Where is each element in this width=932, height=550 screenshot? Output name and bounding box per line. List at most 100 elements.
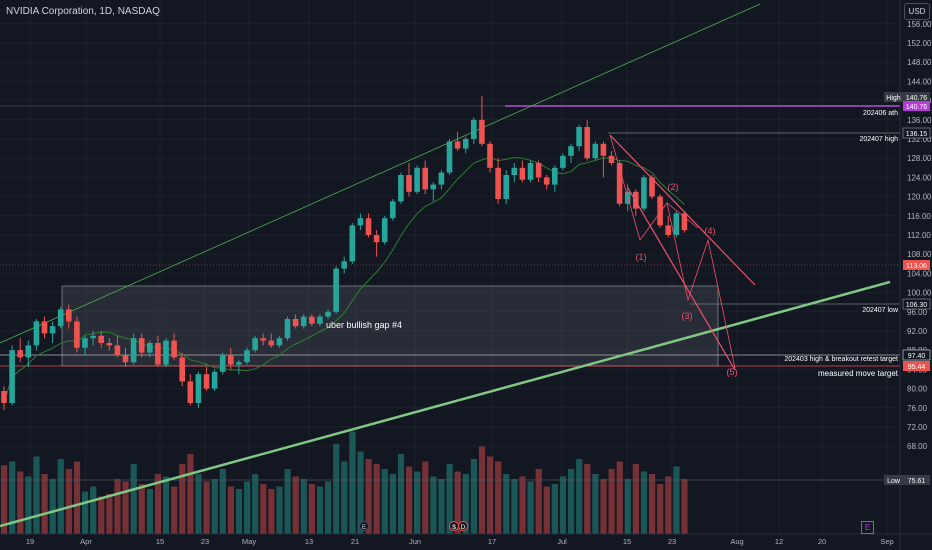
price-tag-bg [903, 361, 930, 371]
volume-bar [171, 486, 178, 534]
volume-bar [308, 484, 315, 534]
y-tick-label: 124.00 [907, 173, 932, 182]
candle-body [673, 213, 680, 235]
candle-body [292, 319, 299, 327]
volume-bar [114, 479, 121, 534]
wave-label: (3) [682, 311, 693, 321]
candle-body [219, 355, 226, 372]
upper-channel-line [0, 3, 761, 344]
candle-body [57, 309, 64, 327]
time-axis[interactable]: 19 Apr 15 23 May 13 21 Jun 17 Jul 15 23 Aug 12 20 Sep [0, 533, 932, 546]
candle-body [268, 340, 275, 346]
x-tick-label: 17 [488, 537, 496, 546]
price-tag-value: 95.44 [908, 364, 926, 371]
volume-bar [470, 459, 477, 534]
candle-body [608, 155, 615, 163]
volume-bar [640, 471, 648, 534]
candle-body [657, 196, 663, 226]
volume-bar [146, 489, 153, 534]
y-tick-label: 136.00 [907, 116, 932, 125]
candle-body [163, 340, 169, 365]
volume-bar [1, 465, 8, 534]
currency-button[interactable]: USD [904, 3, 930, 20]
volume-bar [341, 461, 348, 534]
candlesticks [1, 95, 688, 411]
volume-bar [430, 476, 437, 534]
x-tick-label: 15 [623, 537, 631, 546]
volume-bar [357, 451, 364, 534]
volume-bars [1, 431, 688, 534]
volume-bar [381, 469, 388, 534]
volume-bar [389, 474, 396, 534]
wave-label: (2) [668, 182, 679, 192]
candle-body [203, 374, 210, 389]
y-tick-label: 128.00 [907, 154, 932, 163]
candle-body [616, 163, 623, 204]
candle-body [171, 340, 177, 358]
wave-label: (5) [727, 367, 738, 377]
price-axis[interactable]: 156.00152.00148.00144.00140.00136.00132.… [899, 0, 932, 550]
volume-bar [422, 461, 429, 534]
y-tick-label: 112.00 [907, 231, 931, 240]
y-tick-label: 96.00 [907, 308, 928, 317]
volume-bar [252, 474, 259, 534]
event-icon-text: D [461, 524, 466, 531]
volume-bar [41, 474, 48, 534]
volume-bar [616, 461, 623, 534]
candle-body [114, 345, 121, 355]
volume-bar [349, 431, 356, 534]
volume-bar [373, 464, 380, 534]
grid [0, 0, 900, 534]
candle-body [560, 155, 566, 168]
x-tick-label: 23 [201, 537, 209, 546]
candle-body [9, 350, 15, 403]
axis-background [900, 0, 932, 550]
x-tick-label: Jun [409, 537, 421, 546]
candle-body [422, 167, 428, 190]
candle-body [25, 345, 32, 358]
candle-body [236, 362, 242, 365]
price-tag-bg [903, 260, 930, 270]
event-icon-text: E [362, 524, 367, 531]
candle-body [576, 127, 582, 147]
candle-body [600, 143, 607, 156]
candle-body [74, 321, 80, 348]
price-tag-label-bg [884, 475, 903, 485]
volume-bar [495, 461, 502, 534]
candle-body [130, 338, 137, 363]
candle-body [527, 163, 534, 180]
volume-bar [559, 476, 567, 534]
price-tag-label-bg [884, 92, 903, 102]
candle-body [276, 338, 283, 346]
candle-body [390, 201, 396, 219]
volume-bar [673, 466, 680, 534]
volume-bar [543, 486, 550, 534]
volume-bar [219, 469, 226, 534]
price-tag-bg [902, 298, 931, 310]
candle-body [82, 338, 88, 348]
volume-bar [325, 481, 332, 534]
earnings-marker-icon[interactable]: E [861, 521, 874, 534]
y-tick-label: 116.00 [907, 212, 931, 221]
candle-body [147, 343, 153, 353]
volume-bar [284, 469, 291, 534]
candle-body [187, 381, 194, 403]
candle-body [341, 261, 347, 269]
candle-body [284, 319, 291, 339]
trend-lines [0, 3, 891, 528]
candle-body [244, 350, 250, 363]
event-icons[interactable]: E $ D [359, 521, 468, 532]
volume-bar [600, 479, 607, 534]
volume-bar [478, 446, 486, 534]
y-tick-label: 156.00 [907, 20, 932, 29]
candle-body [568, 146, 574, 156]
volume-bar [138, 484, 145, 534]
price-tags: High 140.76 140.76 136.15 113.06 106.30 97.40 9… [884, 92, 931, 485]
annotation-text: 202403 high & breakout retest target [784, 356, 898, 363]
candle-body [211, 371, 218, 389]
x-tick-label: 15 [156, 537, 164, 546]
candle-body [195, 374, 202, 403]
candle-body [414, 167, 420, 192]
candle-body [438, 172, 445, 185]
